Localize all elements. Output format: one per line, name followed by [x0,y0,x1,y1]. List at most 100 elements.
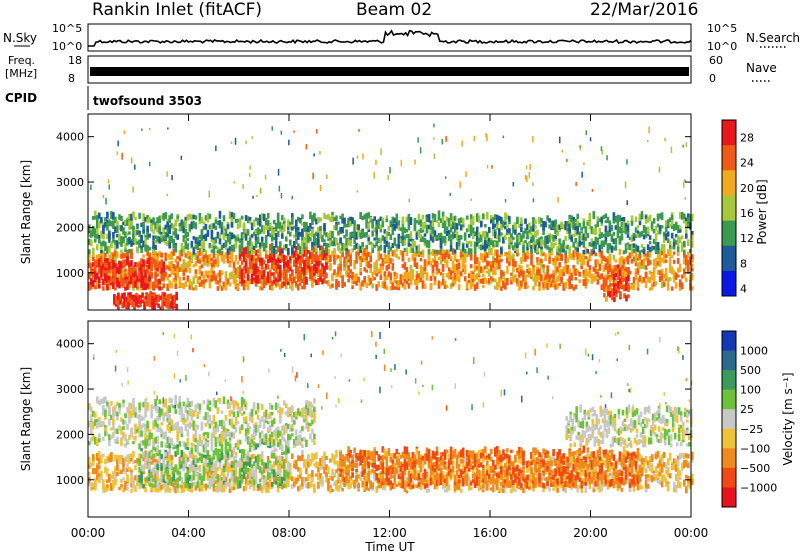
heatmap-cell-1-0 [323,451,326,458]
heatmap-cell-0-0 [550,274,553,279]
heatmap-cell-0-4 [264,226,268,230]
heatmap-cell-0-4 [353,220,356,226]
scatter-cell [433,153,436,160]
heatmap-cell-0-4 [176,215,179,219]
heatmap-cell-0-4 [102,240,105,247]
heatmap-cell-1-0 [224,462,228,467]
heatmap-cell-1-0 [337,484,340,492]
heatmap-cell-0-2 [246,267,250,275]
heatmap-cell-0-4 [425,224,429,233]
heatmap-cell-1-0 [168,454,171,463]
heatmap-cell-0-4 [106,222,109,228]
heatmap-cell-0-0 [526,274,529,278]
heatmap-cell-0-4 [506,215,509,220]
heatmap-cell-0-4 [226,248,230,255]
heatmap-cell-0-4 [246,240,250,248]
heatmap-cell-0-0 [98,263,101,271]
heatmap-cell-0-4 [218,233,222,241]
heatmap-cell-1-0 [305,477,308,481]
heatmap-cell-0-4 [594,227,598,236]
heatmap-cell-0-4 [670,219,674,226]
heatmap-cell-0-4 [612,246,616,251]
power-colorbar-tick: 24 [740,157,754,170]
heatmap-cell-0-4 [644,232,648,238]
heatmap-cell-1-0 [98,473,101,477]
heatmap-cell-0-0 [232,280,236,284]
heatmap-cell-0-1 [118,281,121,289]
heatmap-cell-0-4 [542,220,545,226]
heatmap-cell-0-4 [106,246,109,254]
heatmap-cell-0-2 [281,251,284,260]
heatmap-cell-0-4 [242,222,246,230]
heatmap-cell-0-4 [678,236,682,243]
heatmap-cell-1-0 [341,487,344,492]
heatmap-cell-1-0 [96,475,99,480]
heatmap-cell-0-0 [270,285,274,291]
heatmap-cell-0-4 [640,230,644,237]
heatmap-cell-0-4 [274,233,278,240]
heatmap-cell-0-4 [504,225,507,230]
heatmap-cell-0-4 [230,244,234,252]
heatmap-cell-0-4 [295,231,298,238]
heatmap-cell-0-0 [540,277,543,282]
heatmap-cell-0-0 [148,286,151,291]
heatmap-cell-0-4 [268,233,272,238]
heatmap-cell-0-4 [198,240,202,247]
heatmap-cell-0-0 [204,270,208,277]
heatmap-cell-0-0 [568,282,571,290]
heatmap-cell-1-0 [182,451,186,460]
heatmap-cell-0-4 [558,238,561,245]
heatmap-cell-0-4 [266,213,270,219]
heatmap-cell-0-4 [480,220,483,228]
heatmap-cell-0-0 [473,286,477,291]
heatmap-cell-0-4 [572,220,575,224]
heatmap-cell-0-4 [662,236,666,243]
heatmap-cell-0-0 [685,256,688,264]
heatmap-cell-0-4 [88,249,91,255]
heatmap-cell-0-4 [343,217,346,225]
heatmap-cell-1-0 [170,454,173,460]
heatmap-cell-0-0 [562,268,565,276]
heatmap-cell-0-4 [395,248,399,252]
heatmap-cell-0-4 [475,231,479,236]
heatmap-cell-0-1 [152,258,155,265]
heatmap-cell-0-4 [319,226,322,231]
heatmap-cell-0-0 [162,283,165,289]
power-colorbar-frame [721,119,737,297]
heatmap-cell-0-0 [664,254,668,259]
heatmap-cell-0-0 [351,279,354,285]
heatmap-cell-0-4 [152,245,155,249]
heatmap-cell-0-0 [441,278,445,286]
heatmap-cell-0-0 [411,253,415,259]
heatmap-cell-0-0 [128,281,131,289]
heatmap-cell-0-0 [427,261,431,265]
heatmap-cell-1-0 [120,457,123,465]
heatmap-cell-0-0 [325,254,328,260]
heatmap-cell-0-4 [469,218,473,225]
heatmap-cell-0-1 [90,283,93,290]
heatmap-cell-0-4 [508,228,511,234]
heatmap-cell-0-1 [90,278,93,283]
heatmap-cell-0-0 [415,274,419,282]
heatmap-cell-0-4 [598,228,602,234]
heatmap-cell-0-0 [94,265,97,272]
heatmap-cell-0-0 [349,275,352,279]
heatmap-cell-0-1 [98,283,101,289]
heatmap-cell-0-4 [317,226,320,235]
heatmap-cell-0-4 [676,229,680,233]
heatmap-cell-0-0 [186,250,190,256]
heatmap-cell-0-4 [238,247,242,255]
heatmap-cell-1-0 [206,473,210,481]
heatmap-cell-0-4 [174,228,177,235]
heatmap-cell-0-0 [691,268,694,272]
heatmap-cell-0-0 [413,257,417,265]
freq-left-tick-low: 8 [68,72,75,85]
heatmap-cell-0-0 [411,273,415,280]
heatmap-cell-0-4 [122,226,125,235]
heatmap-cell-0-0 [212,270,216,276]
heatmap-cell-0-4 [331,232,334,239]
heatmap-cell-0-0 [126,270,129,278]
heatmap-cell-0-4 [162,235,165,241]
heatmap-cell-0-0 [419,253,423,258]
heatmap-cell-0-1 [118,267,121,275]
